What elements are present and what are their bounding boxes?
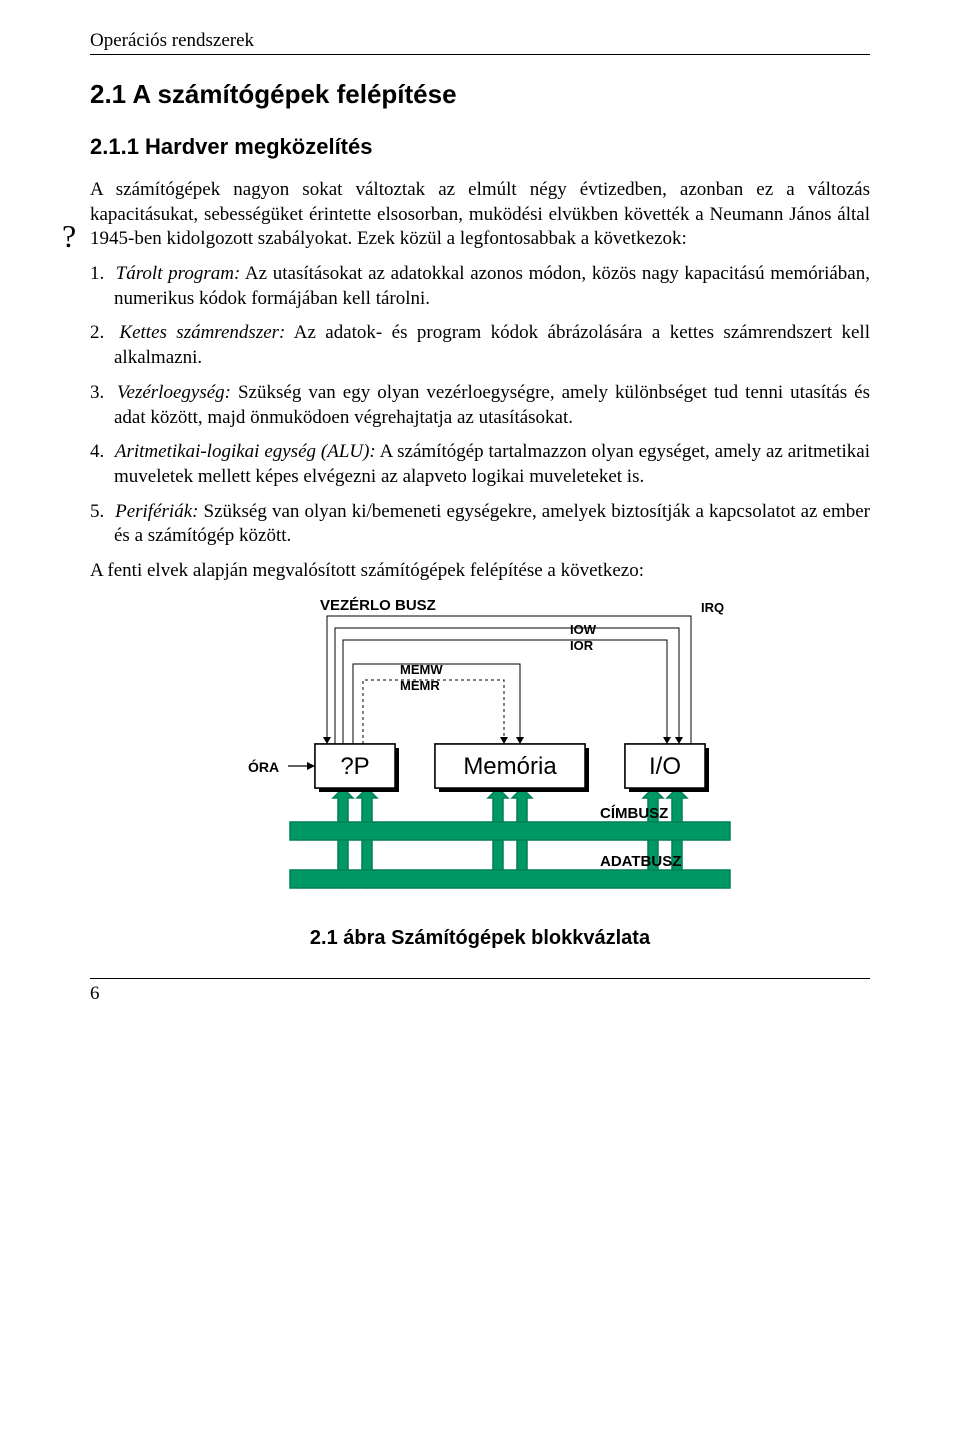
svg-text:MEMR: MEMR <box>400 678 440 693</box>
svg-text:IOW: IOW <box>570 622 597 637</box>
list-item-2: 2. Kettes számrendszer: Az adatok- és pr… <box>90 321 870 370</box>
after-list-paragraph: A fenti elvek alapján megvalósított szám… <box>90 559 870 584</box>
list-term: Vezérloegység: <box>117 382 231 403</box>
svg-text:ADATBUSZ: ADATBUSZ <box>600 853 681 870</box>
list-item-1: 1. Tárolt program: Az utasításokat az ad… <box>90 262 870 311</box>
svg-text:Memória: Memória <box>463 753 557 780</box>
subsection-title: 2.1.1 Hardver megközelítés <box>90 134 870 160</box>
svg-text:IRQ: IRQ <box>701 600 724 615</box>
svg-text:I/O: I/O <box>649 753 681 780</box>
section-title: 2.1 A számítógépek felépítése <box>90 79 870 110</box>
list-term: Perifériák: <box>115 501 198 522</box>
list-item-4: 4. Aritmetikai-logikai egység (ALU): A s… <box>90 440 870 489</box>
list-num: 1. <box>90 262 110 287</box>
list-num: 2. <box>90 321 110 346</box>
running-header: Operációs rendszerek <box>90 30 870 55</box>
list-item-5: 5. Perifériák: Szükség van olyan ki/beme… <box>90 500 870 549</box>
svg-text:MEMW: MEMW <box>400 662 443 677</box>
intro-paragraph: A számítógépek nagyon sokat változtak az… <box>90 178 870 252</box>
page-number: 6 <box>90 983 100 1004</box>
svg-text:?P: ?P <box>340 753 369 780</box>
svg-text:VEZÉRLO BUSZ: VEZÉRLO BUSZ <box>320 597 436 614</box>
list-term: Tárolt program: <box>116 263 241 284</box>
list-num: 3. <box>90 381 110 406</box>
list-term: Kettes számrendszer: <box>119 322 285 343</box>
footer-rule: 6 <box>90 978 870 1005</box>
list-num: 5. <box>90 500 110 525</box>
list-num: 4. <box>90 440 110 465</box>
architecture-diagram: VEZÉRLO BUSZ IRQ IOWIOR MEMWMEMR ÓRA ?P Memóri… <box>90 594 870 909</box>
margin-question-mark: ? <box>62 218 90 255</box>
list-item-3: 3. Vezérloegység: Szükség van egy olyan … <box>90 381 870 430</box>
svg-text:ÓRA: ÓRA <box>248 758 279 775</box>
list-term: Aritmetikai-logikai egység (ALU): <box>115 441 376 462</box>
list-rest: Szükség van olyan ki/bemeneti egységekre… <box>114 501 870 547</box>
svg-text:CÍMBUSZ: CÍMBUSZ <box>600 805 668 822</box>
svg-text:IOR: IOR <box>570 638 594 653</box>
figure-caption: 2.1 ábra Számítógépek blokkvázlata <box>90 927 870 950</box>
